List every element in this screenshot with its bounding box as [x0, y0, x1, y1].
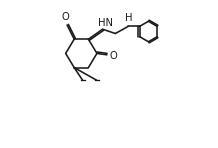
Text: HN: HN — [98, 18, 113, 28]
Text: H: H — [125, 13, 132, 23]
Text: O: O — [61, 12, 69, 22]
Text: O: O — [109, 50, 117, 61]
